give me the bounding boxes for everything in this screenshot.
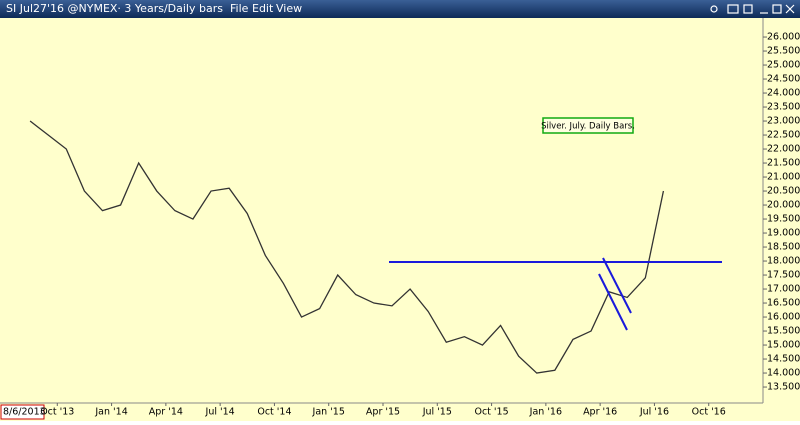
window-title: SI Jul27'16 @NYMEX· 3 Years/Daily bars [6,2,223,15]
x-tick-label: Jul '14 [205,407,235,418]
menu-item[interactable]: View [276,2,302,15]
y-tick-label: 15.500 [767,326,800,337]
start-label-box [0,404,45,420]
x-tick-label: Jan '16 [529,407,562,418]
y-tick-label: 16.500 [767,298,800,309]
y-tick-label: 18.500 [767,242,800,253]
annotation-box [542,117,634,134]
y-tick-label: 19.500 [767,214,800,225]
y-tick-label: 23.500 [767,102,800,113]
y-tick-label: 22.500 [767,130,800,141]
menu-item[interactable]: File [230,2,249,15]
y-tick-label: 26.000 [767,32,800,43]
y-tick-label: 15.000 [767,340,800,351]
y-tick-label: 18.000 [767,256,800,267]
x-tick-label: Apr '15 [366,407,400,418]
y-tick-label: 13.500 [767,382,800,393]
chart-background [0,18,800,421]
y-tick-label: 16.000 [767,312,800,323]
y-tick-label: 22.000 [767,144,800,155]
x-tick-label: Oct '16 [692,407,726,418]
y-tick-label: 24.000 [767,88,800,99]
y-tick-label: 14.000 [767,368,800,379]
trend-lines [389,257,722,331]
x-tick-label: Jan '15 [312,407,345,418]
x-tick-label: Oct '14 [257,407,291,418]
window-icons [710,4,795,14]
y-tick-label: 20.000 [767,200,800,211]
y-tick-label: 17.000 [767,284,800,295]
y-tick-label: 20.500 [767,186,800,197]
y-tick-label: 17.500 [767,270,800,281]
y-tick-label: 14.500 [767,354,800,365]
start-label: 8/6/2013 [3,407,46,418]
y-tick-label: 25.500 [767,46,800,57]
x-tick-label: Apr '16 [583,407,617,418]
y-tick-label: 24.500 [767,74,800,85]
x-tick-label: Jul '15 [422,407,452,418]
y-tick-label: 25.000 [767,60,800,71]
x-tick-label: Jan '14 [94,407,127,418]
annotation: Silver. July. Daily Bars. [541,122,635,132]
x-tick-label: Oct '15 [474,407,508,418]
y-tick-label: 23.000 [767,116,800,127]
y-tick-label: 19.000 [767,228,800,239]
x-tick-label: Jul '16 [639,407,669,418]
x-tick-label: Apr '14 [149,407,183,418]
y-tick-label: 21.000 [767,172,800,183]
y-tick-label: 21.500 [767,158,800,169]
menu-item[interactable]: Edit [252,2,274,15]
price-line [29,120,665,374]
x-tick-label: Oct '13 [40,407,74,418]
title-bar [0,0,800,18]
